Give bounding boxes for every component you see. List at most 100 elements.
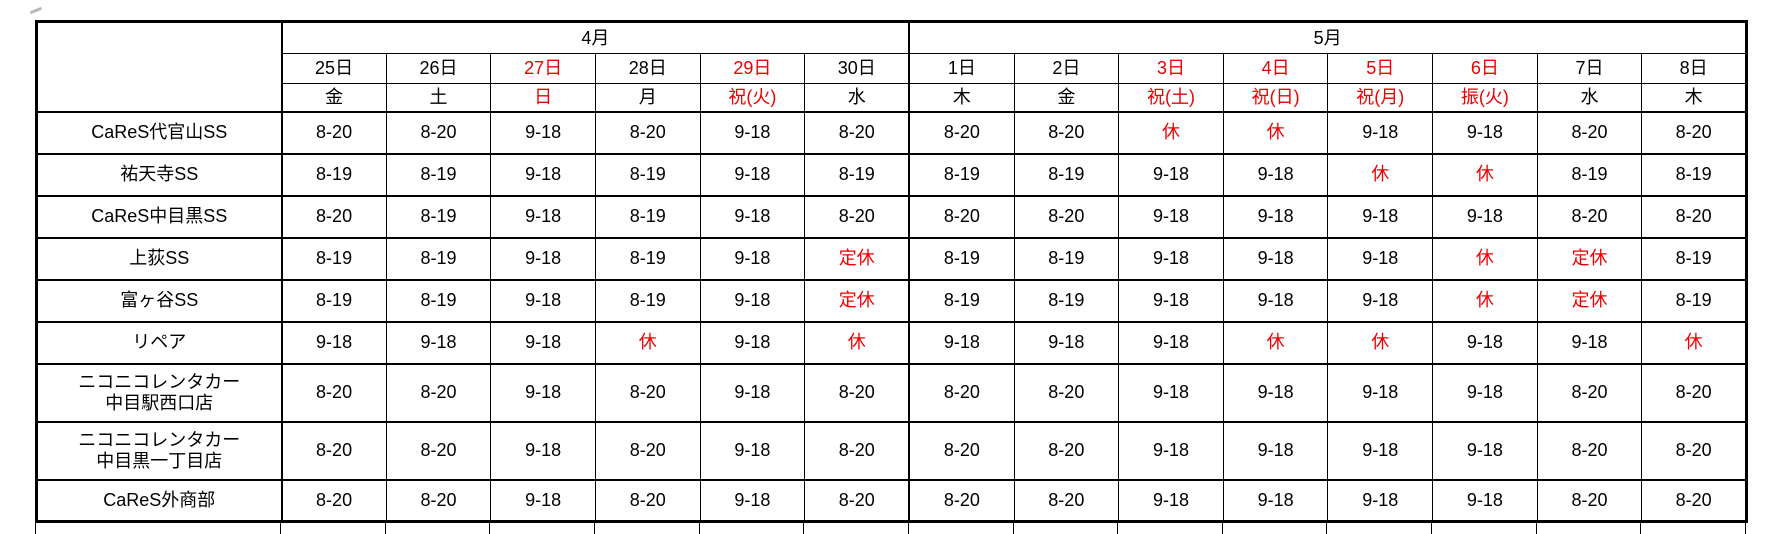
hours-cell: 8-19 <box>908 236 1015 280</box>
date-header-cell: 28日 <box>594 53 701 84</box>
store-name-line: 富ヶ谷SS <box>120 290 199 311</box>
hours-cell: 9-18 <box>1327 278 1434 322</box>
hours-cell: 9-18 <box>1432 420 1538 480</box>
hours-cell: 8-20 <box>281 420 387 480</box>
hours-cell: 9-18 <box>1327 194 1434 238</box>
store-name-cell: 富ヶ谷SS <box>36 278 283 322</box>
gridline-stub <box>280 521 281 534</box>
date-header-cell: 1日 <box>908 53 1015 84</box>
hours-cell: 8-19 <box>908 152 1015 196</box>
hours-cell: 8-20 <box>1013 110 1120 154</box>
hours-cell: 9-18 <box>1536 320 1643 364</box>
store-name-line: 祐天寺SS <box>120 164 199 185</box>
store-name-cell: リペア <box>36 320 283 364</box>
hours-cell: 休 <box>594 320 701 364</box>
date-header-cell: 29日 <box>699 53 806 84</box>
hours-cell: 9-18 <box>699 194 806 238</box>
hours-cell: 8-19 <box>908 278 1015 322</box>
schedule-table: 4月 5月 25日 26日 27日 28日 29日 30日 1日 2日 3日 4日 5日 6日 7日 8日金土… <box>35 20 1748 523</box>
store-name-cell: 上荻SS <box>36 236 283 280</box>
hours-cell: 8-20 <box>1536 194 1643 238</box>
store-name-line: 上荻SS <box>129 248 190 269</box>
schedule-body: CaReS代官山SS 8-20 8-20 9-18 8-20 9-18 8-20 8-20 8-… <box>36 110 1747 522</box>
hours-cell: 8-19 <box>1013 236 1120 280</box>
hours-cell: 9-18 <box>908 320 1015 364</box>
store-name-line: CaReS代官山SS <box>91 122 228 143</box>
hours-cell: 休 <box>1432 236 1538 280</box>
store-name-line: 中目駅西口店 <box>105 392 214 413</box>
hours-cell: 8-19 <box>281 236 387 280</box>
hours-cell: 8-20 <box>1013 420 1120 480</box>
hours-cell: 8-19 <box>385 194 492 238</box>
hours-cell: 8-19 <box>385 152 492 196</box>
hours-cell: 9-18 <box>1118 420 1224 480</box>
hours-cell: 休 <box>1432 278 1538 322</box>
gridline-stub <box>385 521 386 534</box>
hours-cell: 9-18 <box>1432 194 1538 238</box>
hours-cell: 休 <box>804 320 910 364</box>
hours-cell: 9-18 <box>699 236 806 280</box>
gridline-stub <box>594 521 595 534</box>
hours-cell: 9-18 <box>1222 194 1329 238</box>
hours-cell: 8-20 <box>804 194 910 238</box>
store-name-line: CaReS中目黒SS <box>91 206 228 227</box>
hours-cell: 8-19 <box>594 278 701 322</box>
hours-cell: 8-20 <box>281 194 387 238</box>
hours-cell: 9-18 <box>1432 478 1538 522</box>
hours-cell: 9-18 <box>1327 236 1434 280</box>
hours-cell: 8-20 <box>385 362 492 422</box>
store-name-cell: 祐天寺SS <box>36 152 283 196</box>
date-header-cell: 27日 <box>490 53 596 84</box>
hours-cell: 8-19 <box>1536 152 1643 196</box>
hours-cell: 9-18 <box>1013 320 1120 364</box>
hours-cell: 休 <box>1222 320 1329 364</box>
hours-cell: 8-19 <box>594 152 701 196</box>
store-name-cell: CaReS外商部 <box>36 478 283 522</box>
dow-header-cell: 土 <box>385 83 492 112</box>
table-row: リペア 9-18 9-18 9-18 休 9-18 休 9-18 9-18 9-18 休休 9-18 9… <box>36 320 1747 364</box>
store-name-line: リペア <box>132 332 187 353</box>
hours-cell: 8-20 <box>908 110 1015 154</box>
hours-cell: 8-20 <box>908 478 1015 522</box>
hours-cell: 9-18 <box>490 478 596 522</box>
dow-header-cell: 水 <box>804 83 910 112</box>
table-row: 上荻SS 8-19 8-19 9-18 8-19 9-18 定休 8-19 8-19 9-18 9-… <box>36 236 1747 280</box>
hours-cell: 9-18 <box>1118 236 1224 280</box>
store-name-line: ニコニコレンタカー <box>78 429 241 450</box>
scan-artifact <box>29 6 43 15</box>
hours-cell: 9-18 <box>1432 362 1538 422</box>
date-header-cell: 4日 <box>1222 53 1329 84</box>
schedule-header: 4月 5月 25日 26日 27日 28日 29日 30日 1日 2日 3日 4日 5日 6日 7日 8日金土… <box>36 21 1748 112</box>
gridline-stub <box>35 521 36 534</box>
hours-cell: 9-18 <box>1222 362 1329 422</box>
hours-cell: 9-18 <box>699 110 806 154</box>
hours-cell: 8-20 <box>908 362 1015 422</box>
table-row: ニコニコレンタカー 中目黒一丁目店 8-20 8-20 9-18 8-20 9-18 8-20… <box>36 420 1747 480</box>
table-row: 祐天寺SS 8-19 8-19 9-18 8-19 9-18 8-19 8-19 8-19 9-1… <box>36 152 1747 196</box>
hours-cell: 9-18 <box>490 110 596 154</box>
hours-cell: 9-18 <box>699 420 806 480</box>
month-header-cell: 5月 <box>908 21 1748 54</box>
hours-cell: 9-18 <box>1222 420 1329 480</box>
store-name-line: ニコニコレンタカー <box>78 371 241 392</box>
hours-cell: 8-20 <box>1641 194 1747 238</box>
hours-cell: 8-19 <box>804 152 910 196</box>
dow-header-cell: 祝(土) <box>1118 83 1224 112</box>
dow-header-cell: 月 <box>594 83 701 112</box>
hours-cell: 8-20 <box>1536 110 1643 154</box>
hours-cell: 休 <box>1432 152 1538 196</box>
store-name-line: 中目黒一丁目店 <box>96 450 223 471</box>
table-row: ニコニコレンタカー 中目駅西口店 8-20 8-20 9-18 8-20 9-18 8-20 8… <box>36 362 1747 422</box>
store-name-cell: CaReS中目黒SS <box>36 194 283 238</box>
hours-cell: 8-20 <box>385 110 492 154</box>
gridline-stub <box>908 521 909 534</box>
hours-cell: 8-19 <box>594 236 701 280</box>
hours-cell: 8-20 <box>594 420 701 480</box>
hours-cell: 9-18 <box>1222 236 1329 280</box>
table-row: CaReS外商部 8-20 8-20 9-18 8-20 9-18 8-20 8-20 8-20… <box>36 478 1747 522</box>
hours-cell: 9-18 <box>1222 478 1329 522</box>
hours-cell: 8-20 <box>594 110 701 154</box>
date-header-cell: 25日 <box>281 53 387 84</box>
hours-cell: 9-18 <box>1118 278 1224 322</box>
gridline-stub <box>1536 521 1537 534</box>
